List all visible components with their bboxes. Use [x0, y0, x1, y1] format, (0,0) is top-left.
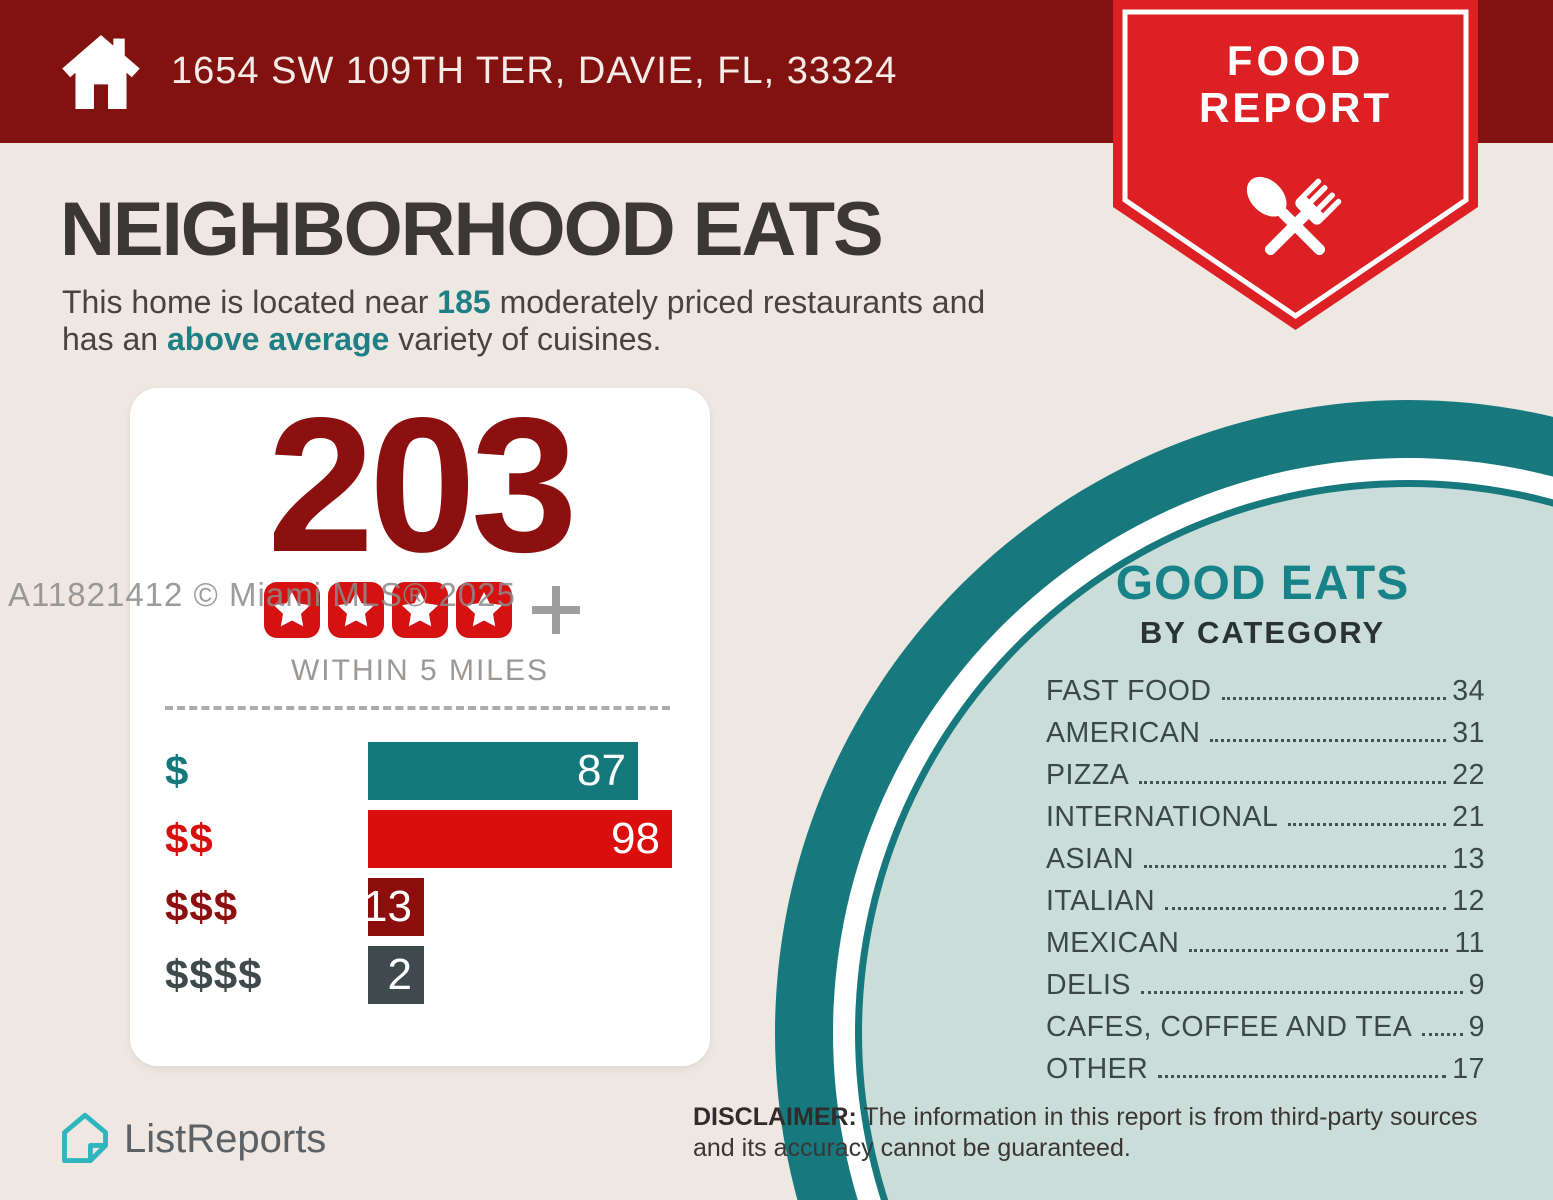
badge-line2: REPORT: [1198, 84, 1392, 131]
listreports-brand: ListReports: [58, 1110, 326, 1168]
category-row: MEXICAN 11: [1046, 929, 1485, 958]
price-tier-label: $$: [165, 815, 214, 862]
category-label: CAFES, COFFEE AND TEA: [1046, 1011, 1413, 1043]
category-value: 34: [1452, 675, 1485, 707]
good-eats-panel: GOOD EATS BY CATEGORY FAST FOOD 34 AMERICA…: [1040, 556, 1485, 1097]
price-tier-value: 98: [611, 814, 660, 863]
badge-line1: FOOD: [1226, 37, 1365, 84]
brand-name: ListReports: [124, 1116, 327, 1161]
listreports-logo-icon: [62, 1112, 108, 1164]
good-eats-subtitle: BY CATEGORY: [1139, 615, 1386, 650]
price-bar-row: $$$ 13: [165, 878, 675, 936]
category-label: DELIS: [1046, 969, 1131, 1001]
category-value: 9: [1468, 1011, 1485, 1043]
category-row: INTERNATIONAL 21: [1046, 803, 1485, 832]
subtitle-text: moderately priced restaurants and: [490, 284, 986, 320]
dotted-leader: [1139, 781, 1447, 784]
subtitle-text: This home is located near: [62, 284, 438, 320]
category-row: AMERICAN 31: [1046, 719, 1485, 748]
subtitle-text: has an: [62, 321, 167, 357]
total-restaurants-count: 203: [267, 377, 577, 592]
category-label: AMERICAN: [1046, 717, 1201, 749]
price-tier-label: $$$$: [165, 951, 263, 998]
price-tier-value: 13: [363, 882, 412, 931]
price-tier-bar: 13: [363, 878, 424, 936]
category-value: 13: [1452, 843, 1485, 875]
dotted-leader: [1140, 991, 1463, 994]
price-tier-label: $: [165, 747, 190, 794]
star-icon: [328, 582, 384, 638]
page-title: NEIGHBORHOOD EATS: [60, 187, 884, 272]
category-value: 9: [1468, 969, 1485, 1001]
star-rating-tiles: [260, 582, 516, 638]
dotted-leader: [1288, 823, 1447, 826]
mls-watermark: A11821412 © Miami MLS® 2025: [8, 576, 516, 613]
star-icon: [456, 582, 512, 638]
property-address: 1654 SW 109TH TER, DAVIE, FL, 33324: [171, 50, 898, 92]
category-value: 21: [1452, 801, 1485, 833]
star-icon: [264, 582, 320, 638]
good-eats-circle-graphic: [775, 400, 1553, 1200]
good-eats-title: GOOD EATS: [1115, 557, 1410, 610]
price-bar-row: $87: [165, 742, 675, 800]
page-subtitle: This home is located near 185 moderately…: [62, 284, 985, 358]
restaurant-count-highlight: 185: [437, 284, 491, 320]
spoon-fork-icon: [1246, 176, 1342, 256]
category-label: INTERNATIONAL: [1046, 801, 1279, 833]
subtitle-text: variety of cuisines.: [389, 321, 662, 357]
badge-title: FOOD REPORT: [1113, 38, 1478, 132]
plus-icon: [532, 586, 580, 634]
food-report-badge: FOOD REPORT: [1113, 0, 1478, 335]
category-row: PIZZA 22: [1046, 761, 1485, 790]
star-rating: [130, 582, 710, 638]
good-eats-list: FAST FOOD 34 AMERICAN 31 PIZZA 22 INTERNATIONA…: [1040, 677, 1485, 1084]
variety-highlight: above average: [166, 321, 390, 357]
price-tier-bar: 2: [368, 946, 424, 1004]
dotted-leader: [1210, 739, 1447, 742]
price-tier-value: 2: [387, 950, 412, 999]
category-label: MEXICAN: [1046, 927, 1180, 959]
category-label: OTHER: [1046, 1053, 1149, 1085]
price-bar-row: $$$$ 2: [165, 946, 675, 1004]
price-tier-value: 87: [577, 746, 626, 795]
dotted-leader: [1158, 1075, 1447, 1078]
dotted-leader: [1189, 949, 1449, 952]
subtitle-line1: This home is located near 185 moderately…: [62, 284, 985, 321]
badge-pennant-shape: [1113, 0, 1478, 330]
category-row: ASIAN 13: [1046, 845, 1485, 874]
restaurant-summary-card: 203 WITHIN 5 MILES $87 $$ 98 $$$ 13 $$$$ 2: [130, 388, 710, 1066]
dotted-leader: [1422, 1033, 1463, 1036]
price-tier-bar: 87: [368, 742, 638, 800]
star-icon: [392, 582, 448, 638]
price-tier-label: $$$: [165, 883, 239, 930]
category-value: 17: [1452, 1053, 1485, 1085]
category-row: FAST FOOD 34: [1046, 677, 1485, 706]
price-tier-bar-chart: $87 $$ 98 $$$ 13 $$$$ 2: [165, 742, 675, 1014]
dotted-leader: [1144, 865, 1447, 868]
category-row: DELIS 9: [1046, 971, 1485, 1000]
category-value: 22: [1452, 759, 1485, 791]
category-value: 31: [1452, 717, 1485, 749]
category-label: PIZZA: [1046, 759, 1130, 791]
category-value: 12: [1452, 885, 1485, 917]
category-value: 11: [1454, 927, 1485, 959]
price-tier-bar: 98: [368, 810, 672, 868]
subtitle-line2: has an above average variety of cuisines…: [62, 321, 985, 358]
category-label: ASIAN: [1046, 843, 1135, 875]
dashed-divider: [165, 706, 670, 710]
disclaimer-text: The information in this report is from t…: [693, 1103, 1478, 1162]
radius-label: WITHIN 5 MILES: [290, 654, 550, 687]
dotted-leader: [1165, 907, 1447, 910]
category-label: FAST FOOD: [1046, 675, 1212, 707]
price-bar-row: $$ 98: [165, 810, 675, 868]
disclaimer-label: DISCLAIMER:: [693, 1103, 857, 1131]
category-row: OTHER 17: [1046, 1055, 1485, 1084]
category-row: ITALIAN 12: [1046, 887, 1485, 916]
disclaimer: DISCLAIMER: The information in this repo…: [693, 1102, 1523, 1164]
home-icon: [62, 34, 140, 109]
dotted-leader: [1221, 697, 1447, 700]
category-label: ITALIAN: [1046, 885, 1156, 917]
category-row: CAFES, COFFEE AND TEA 9: [1046, 1013, 1485, 1042]
